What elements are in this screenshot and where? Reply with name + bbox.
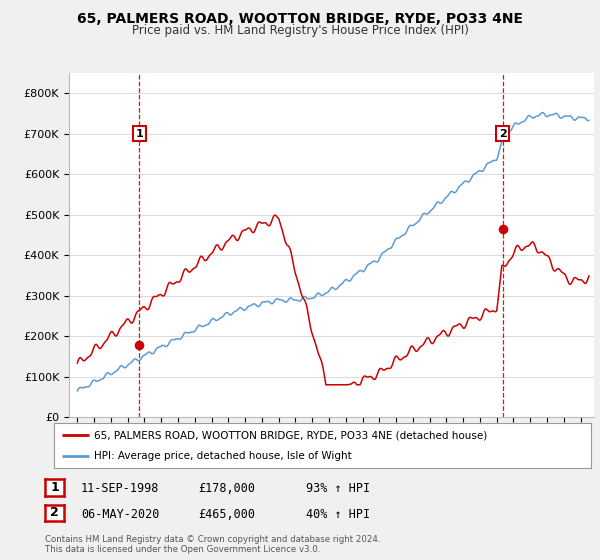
Text: 2: 2 — [499, 129, 506, 138]
Text: 06-MAY-2020: 06-MAY-2020 — [81, 507, 160, 521]
Text: £465,000: £465,000 — [198, 507, 255, 521]
Text: 93% ↑ HPI: 93% ↑ HPI — [306, 482, 370, 496]
Text: 1: 1 — [136, 129, 143, 138]
Point — [498, 225, 508, 234]
Text: 65, PALMERS ROAD, WOOTTON BRIDGE, RYDE, PO33 4NE (detached house): 65, PALMERS ROAD, WOOTTON BRIDGE, RYDE, … — [94, 430, 488, 440]
Point — [134, 340, 144, 349]
Text: £178,000: £178,000 — [198, 482, 255, 496]
Text: Price paid vs. HM Land Registry's House Price Index (HPI): Price paid vs. HM Land Registry's House … — [131, 24, 469, 37]
Text: 11-SEP-1998: 11-SEP-1998 — [81, 482, 160, 496]
Text: 65, PALMERS ROAD, WOOTTON BRIDGE, RYDE, PO33 4NE: 65, PALMERS ROAD, WOOTTON BRIDGE, RYDE, … — [77, 12, 523, 26]
Text: 2: 2 — [50, 506, 59, 520]
Text: 40% ↑ HPI: 40% ↑ HPI — [306, 507, 370, 521]
Text: HPI: Average price, detached house, Isle of Wight: HPI: Average price, detached house, Isle… — [94, 451, 352, 461]
Text: 1: 1 — [50, 481, 59, 494]
Text: Contains HM Land Registry data © Crown copyright and database right 2024.
This d: Contains HM Land Registry data © Crown c… — [45, 535, 380, 554]
